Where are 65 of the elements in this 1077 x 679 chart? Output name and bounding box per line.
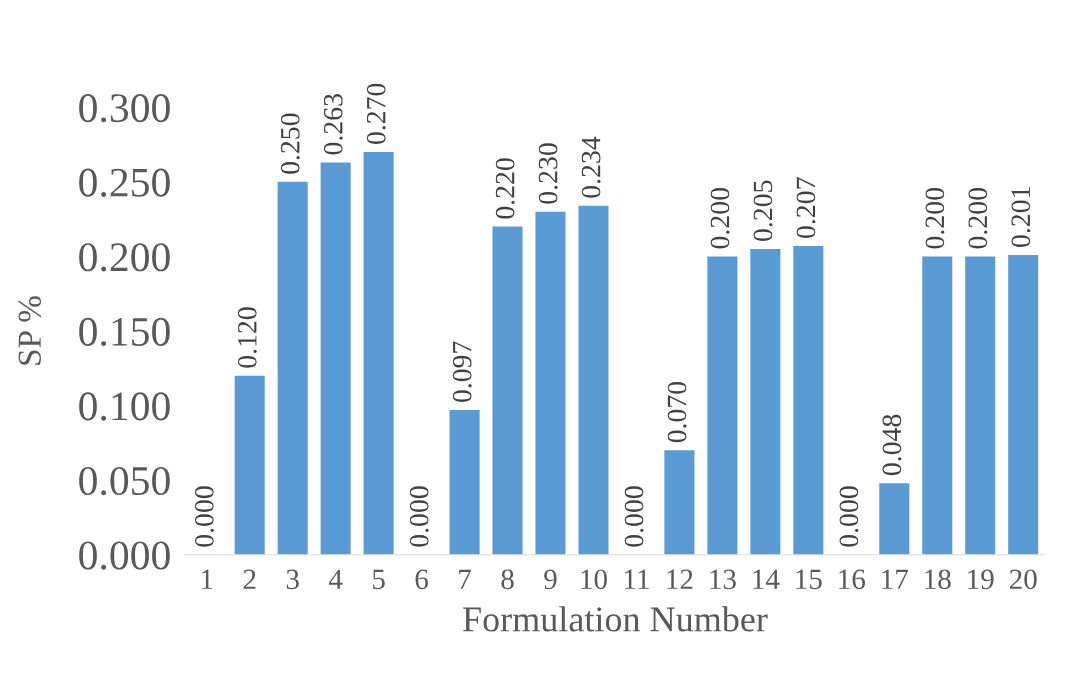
x-tick-label: 8	[501, 569, 514, 590]
bar	[535, 211, 566, 555]
data-label: 0.000	[194, 486, 214, 547]
y-tick-label: 0.000	[79, 541, 170, 570]
y-tick-label: 0.300	[79, 94, 170, 123]
data-label: 0.234	[581, 136, 601, 198]
bar	[922, 256, 953, 555]
data-label: 0.200	[925, 188, 945, 249]
data-label: 0.250	[280, 113, 300, 174]
x-tick-label: 18	[925, 569, 951, 590]
data-label: 0.200	[710, 188, 730, 249]
data-label: 0.000	[839, 486, 859, 547]
data-label: 0.207	[796, 177, 816, 238]
x-tick-label: 20	[1009, 569, 1037, 590]
y-tick-label: 0.100	[79, 392, 170, 421]
x-tick-label: 5	[373, 569, 385, 590]
data-label: 0.270	[366, 83, 386, 145]
x-tick-label: 7	[459, 569, 472, 589]
bar	[320, 162, 351, 555]
x-tick-label: 6	[415, 569, 429, 590]
x-tick-label: 14	[753, 569, 780, 589]
data-label: 0.048	[882, 414, 902, 476]
bar	[449, 410, 480, 555]
data-label: 0.070	[667, 381, 687, 443]
x-tick-label: 4	[328, 569, 343, 589]
y-tick-label: 0.200	[79, 243, 170, 272]
y-axis-title: SP %	[18, 296, 42, 365]
bar	[578, 205, 609, 555]
data-label: 0.000	[409, 486, 429, 547]
data-label: 0.201	[1011, 187, 1031, 247]
y-tick-label: 0.050	[79, 466, 170, 496]
data-label: 0.000	[624, 486, 644, 547]
x-tick-label: 13	[710, 569, 736, 590]
x-tick-label: 11	[624, 569, 649, 589]
bar	[965, 256, 996, 555]
data-label: 0.097	[452, 341, 472, 403]
data-label: 0.230	[538, 143, 558, 204]
bar	[664, 450, 695, 555]
x-tick-label: 9	[544, 569, 557, 590]
x-tick-label: 15	[796, 569, 822, 590]
bar	[750, 248, 781, 555]
y-tick-label: 0.150	[79, 317, 170, 347]
y-tick-label: 0.250	[79, 168, 170, 197]
x-tick-label: 19	[968, 569, 994, 590]
data-label: 0.120	[237, 307, 257, 368]
x-axis-title: Formulation Number	[463, 606, 768, 632]
data-label: 0.263	[323, 94, 343, 155]
x-tick-label: 16	[839, 569, 866, 590]
bar	[234, 375, 265, 555]
bar	[879, 483, 910, 555]
data-label: 0.205	[753, 180, 773, 241]
data-label: 0.200	[968, 188, 988, 249]
x-tick-label: 17	[882, 569, 909, 589]
x-tick-label: 3	[286, 569, 299, 590]
data-label: 0.220	[495, 158, 515, 219]
bar	[1008, 254, 1039, 555]
x-tick-label: 2	[243, 569, 256, 589]
bar	[363, 152, 394, 555]
bar	[492, 226, 523, 555]
x-tick-label: 12	[667, 569, 693, 589]
bar	[793, 245, 824, 555]
bar	[707, 256, 738, 555]
bar	[277, 181, 308, 555]
x-tick-label: 10	[581, 569, 607, 590]
x-tick-label: 1	[202, 569, 213, 589]
